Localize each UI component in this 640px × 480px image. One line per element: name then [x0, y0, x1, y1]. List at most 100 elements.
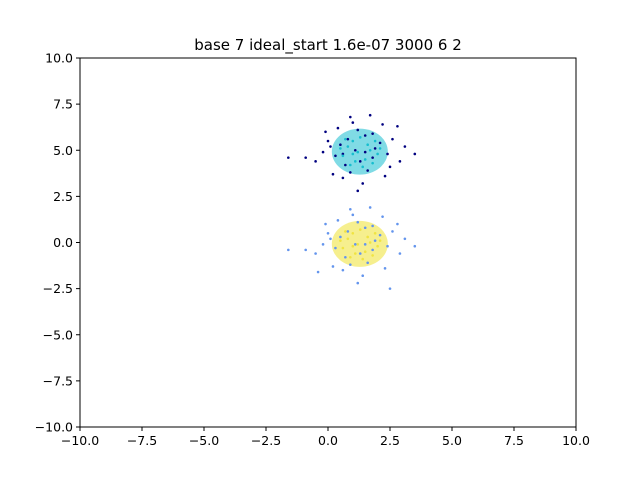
point-s2-2: [371, 248, 374, 252]
x-tick-label: 7.5: [504, 433, 524, 448]
point-s3-1: [346, 237, 350, 241]
point-s0-12: [358, 160, 362, 163]
point-s0-21: [381, 123, 384, 126]
x-tick-label: −2.5: [251, 433, 281, 448]
point-s2-30: [304, 248, 307, 252]
point-s3-7: [376, 244, 379, 248]
density-blob-0: [331, 128, 388, 175]
point-s0-27: [368, 113, 372, 117]
point-s0-8: [344, 163, 347, 167]
point-s2-6: [334, 246, 337, 250]
point-s0-35: [388, 165, 392, 169]
point-s2-4: [349, 263, 352, 266]
point-s3-3: [351, 231, 355, 235]
point-s2-15: [391, 230, 394, 233]
point-s0-32: [356, 189, 360, 193]
scatter-points: [287, 113, 417, 290]
y-tick-label: 2.5: [53, 189, 73, 204]
point-s3-4: [368, 241, 372, 244]
y-tick-label: −7.5: [43, 373, 73, 388]
point-s2-36: [371, 224, 374, 228]
point-s2-22: [361, 274, 365, 278]
point-s2-1: [339, 235, 342, 239]
point-s1-17: [371, 161, 374, 165]
point-s1-5: [341, 154, 345, 158]
point-s2-32: [356, 281, 360, 285]
point-s0-1: [339, 143, 342, 147]
point-s1-6: [358, 136, 362, 139]
point-s3-8: [349, 255, 352, 259]
point-s3-5: [341, 246, 345, 250]
point-s3-9: [366, 235, 369, 239]
point-s0-26: [396, 124, 399, 128]
point-s0-0: [353, 148, 357, 152]
point-s2-39: [316, 270, 320, 274]
x-tick-label: 0.0: [318, 433, 338, 448]
x-axis: −10.0 −7.5 −5.0 −2.5 0.0 2.5 5.0 7.5 10.0: [61, 427, 590, 448]
point-s1-0: [356, 150, 360, 154]
point-s1-15: [378, 147, 382, 150]
point-s2-13: [346, 230, 350, 233]
point-s3-14: [344, 230, 347, 233]
point-s2-3: [356, 220, 360, 224]
point-s2-33: [349, 207, 352, 211]
point-s0-10: [386, 152, 389, 156]
point-s2-16: [321, 243, 325, 246]
point-s1-7: [376, 152, 379, 156]
point-s2-38: [363, 243, 367, 246]
point-s1-3: [351, 139, 355, 143]
point-s1-9: [366, 143, 369, 147]
point-s0-23: [341, 176, 345, 180]
point-s2-34: [287, 248, 290, 252]
chart-title: base 7 ideal_start 1.6e-07 3000 6 2: [194, 36, 461, 55]
point-s2-8: [344, 255, 347, 259]
point-s2-25: [324, 222, 327, 226]
point-s2-0: [353, 243, 357, 246]
point-s2-31: [413, 244, 417, 248]
point-s3-17: [371, 254, 374, 257]
y-tick-label: 0.0: [53, 235, 73, 250]
point-s3-11: [339, 239, 342, 242]
point-s2-20: [336, 219, 340, 222]
point-s0-16: [321, 150, 325, 154]
point-s2-26: [396, 222, 399, 226]
point-s0-39: [341, 152, 345, 156]
point-s1-2: [363, 158, 367, 161]
point-s2-29: [383, 267, 387, 270]
point-s2-9: [373, 239, 377, 242]
point-s0-11: [329, 145, 332, 148]
point-s2-37: [326, 231, 330, 235]
point-s2-12: [358, 252, 362, 255]
point-s0-24: [403, 145, 407, 148]
point-s1-14: [344, 137, 347, 141]
point-s2-19: [314, 252, 317, 255]
y-tick-label: −5.0: [43, 327, 73, 342]
point-s0-2: [371, 156, 374, 159]
x-tick-label: −10.0: [61, 433, 99, 448]
point-s0-4: [349, 171, 352, 174]
point-s0-17: [351, 121, 355, 124]
point-s2-5: [378, 233, 382, 237]
point-s0-25: [324, 130, 327, 134]
point-s3-2: [363, 250, 367, 254]
x-tick-label: 5.0: [442, 433, 462, 448]
point-s3-15: [378, 239, 382, 242]
point-s1-10: [353, 160, 357, 163]
point-s1-12: [373, 139, 377, 143]
y-tick-label: 7.5: [53, 97, 73, 112]
point-s1-4: [368, 148, 372, 152]
x-tick-label: 10.0: [562, 433, 590, 448]
point-s2-18: [398, 252, 402, 255]
plot-frame: [79, 57, 577, 428]
point-s0-3: [356, 128, 360, 132]
point-s2-24: [403, 237, 407, 241]
point-s0-19: [314, 160, 317, 163]
point-s0-28: [331, 172, 335, 176]
point-s2-21: [381, 215, 384, 218]
point-s1-11: [339, 147, 342, 150]
point-s1-1: [346, 145, 350, 148]
point-s0-18: [398, 160, 402, 163]
point-s2-7: [363, 226, 367, 230]
point-s2-27: [368, 206, 372, 209]
